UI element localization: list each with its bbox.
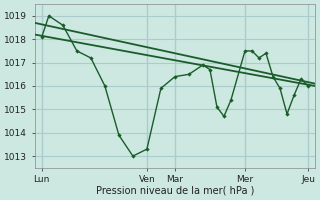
X-axis label: Pression niveau de la mer( hPa ): Pression niveau de la mer( hPa ) [96, 186, 254, 196]
